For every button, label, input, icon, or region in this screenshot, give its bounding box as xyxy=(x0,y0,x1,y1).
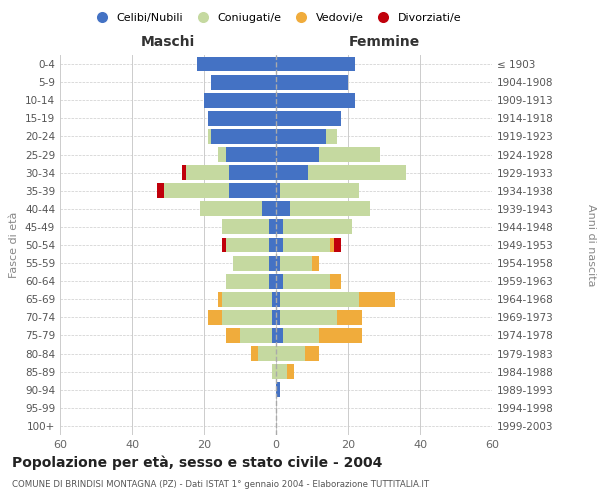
Bar xyxy=(308,165,406,180)
Bar xyxy=(319,328,362,343)
Text: Anni di nascita: Anni di nascita xyxy=(586,204,596,286)
Bar xyxy=(276,256,280,270)
Legend: Celibi/Nubili, Coniugati/e, Vedovi/e, Divorziati/e: Celibi/Nubili, Coniugati/e, Vedovi/e, Di… xyxy=(88,11,464,26)
Bar xyxy=(276,129,326,144)
Bar xyxy=(276,238,283,252)
Text: Maschi: Maschi xyxy=(141,34,195,48)
Bar xyxy=(276,364,287,379)
Bar xyxy=(226,238,269,252)
Text: Femmine: Femmine xyxy=(349,34,419,48)
Bar xyxy=(211,74,276,90)
Bar xyxy=(276,202,290,216)
Bar xyxy=(240,328,272,343)
Bar xyxy=(197,56,276,72)
Bar xyxy=(280,292,359,306)
Bar xyxy=(269,274,276,288)
Bar xyxy=(359,292,395,306)
Bar xyxy=(229,184,276,198)
Bar xyxy=(283,238,330,252)
Bar xyxy=(204,93,276,108)
Bar xyxy=(283,220,352,234)
Bar xyxy=(283,274,330,288)
Bar xyxy=(276,165,308,180)
Bar xyxy=(186,165,229,180)
Bar xyxy=(280,310,337,325)
Bar xyxy=(157,184,164,198)
Bar xyxy=(218,147,226,162)
Bar xyxy=(222,310,272,325)
Bar xyxy=(218,292,222,306)
Bar xyxy=(269,256,276,270)
Bar xyxy=(262,202,276,216)
Bar xyxy=(200,202,262,216)
Bar xyxy=(276,111,341,126)
Bar xyxy=(276,147,319,162)
Bar xyxy=(276,310,280,325)
Bar xyxy=(287,364,294,379)
Bar xyxy=(208,129,211,144)
Bar xyxy=(276,328,283,343)
Bar xyxy=(330,274,341,288)
Bar xyxy=(229,165,276,180)
Bar xyxy=(208,111,276,126)
Bar xyxy=(222,238,226,252)
Bar xyxy=(280,256,312,270)
Bar xyxy=(276,56,355,72)
Bar xyxy=(222,292,272,306)
Y-axis label: Fasce di età: Fasce di età xyxy=(10,212,19,278)
Bar xyxy=(233,256,269,270)
Bar xyxy=(312,256,319,270)
Bar xyxy=(330,238,334,252)
Bar xyxy=(337,310,362,325)
Bar xyxy=(276,220,283,234)
Bar xyxy=(276,184,280,198)
Bar xyxy=(319,147,380,162)
Bar xyxy=(276,292,280,306)
Bar xyxy=(164,184,229,198)
Bar xyxy=(283,328,319,343)
Bar xyxy=(276,74,348,90)
Bar xyxy=(226,328,240,343)
Bar xyxy=(226,147,276,162)
Bar xyxy=(280,184,359,198)
Bar xyxy=(272,310,276,325)
Bar xyxy=(226,274,269,288)
Bar xyxy=(208,310,222,325)
Bar xyxy=(276,274,283,288)
Bar xyxy=(326,129,337,144)
Bar xyxy=(269,220,276,234)
Bar xyxy=(272,364,276,379)
Bar xyxy=(211,129,276,144)
Bar xyxy=(258,346,276,361)
Bar xyxy=(334,238,341,252)
Bar xyxy=(269,238,276,252)
Bar xyxy=(290,202,370,216)
Text: COMUNE DI BRINDISI MONTAGNA (PZ) - Dati ISTAT 1° gennaio 2004 - Elaborazione TUT: COMUNE DI BRINDISI MONTAGNA (PZ) - Dati … xyxy=(12,480,429,489)
Bar xyxy=(222,220,269,234)
Text: Popolazione per età, sesso e stato civile - 2004: Popolazione per età, sesso e stato civil… xyxy=(12,455,382,469)
Bar xyxy=(272,328,276,343)
Bar xyxy=(272,292,276,306)
Bar xyxy=(276,382,280,397)
Bar xyxy=(276,346,305,361)
Bar xyxy=(182,165,186,180)
Bar xyxy=(251,346,258,361)
Bar xyxy=(305,346,319,361)
Bar xyxy=(276,93,355,108)
